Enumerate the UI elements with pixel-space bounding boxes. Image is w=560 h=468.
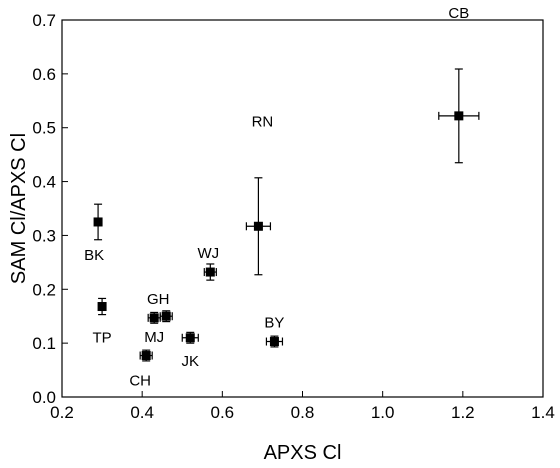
x-axis: 0.2 0.4 0.6 0.8 1.0 1.2 1.4	[50, 391, 555, 422]
y-tick-label: 0.3	[32, 226, 56, 245]
data-point-gh: GH	[147, 291, 173, 323]
square-marker	[253, 221, 263, 231]
square-marker	[185, 333, 195, 343]
point-label: MJ	[144, 329, 164, 346]
x-tick-label: 0.4	[130, 403, 154, 422]
square-marker	[161, 311, 171, 321]
data-point-jk: JK	[182, 331, 200, 370]
data-point-rn: RN	[245, 113, 274, 276]
x-tick-label: 1.4	[531, 403, 555, 422]
x-tick-label: 1.0	[371, 403, 395, 422]
point-label: BY	[264, 315, 284, 332]
point-label: WJ	[197, 245, 219, 262]
plot-border	[61, 19, 544, 398]
point-label: JK	[182, 353, 200, 370]
data-point-ch: CH	[129, 349, 153, 390]
data-point-tp: TP	[92, 297, 112, 347]
square-marker	[205, 267, 215, 277]
data-point-bk: BK	[84, 203, 104, 264]
square-marker	[454, 111, 464, 121]
y-tick-label: 0.4	[32, 173, 56, 192]
y-tick-label: 0.5	[32, 119, 56, 138]
square-marker	[269, 337, 279, 347]
y-axis-title: SAM Cl/APXS Cl	[8, 133, 30, 284]
x-tick-label: 0.6	[211, 403, 235, 422]
data-point-by: BY	[264, 315, 284, 348]
data-point-mj: MJ	[144, 311, 164, 346]
square-marker	[141, 351, 151, 361]
x-tick-label: 1.2	[451, 403, 475, 422]
point-label: CH	[129, 373, 151, 390]
y-tick-label: 0.0	[32, 388, 56, 407]
data-point-wj: WJ	[197, 245, 219, 281]
x-tick-label: 0.8	[291, 403, 315, 422]
square-marker	[93, 217, 103, 227]
x-axis-title: APXS Cl	[264, 442, 342, 464]
point-label: TP	[92, 330, 111, 347]
y-tick-label: 0.6	[32, 65, 56, 84]
point-label: CB	[448, 5, 469, 22]
plot-area	[61, 19, 544, 398]
point-label: RN	[252, 113, 274, 130]
y-axis: 0.0 0.1 0.2 0.3 0.4 0.5 0.6 0.7	[32, 11, 68, 407]
y-tick-label: 0.2	[32, 280, 56, 299]
y-tick-label: 0.7	[32, 11, 56, 30]
y-tick-label: 0.1	[32, 334, 56, 353]
point-label: GH	[147, 291, 170, 308]
point-label: BK	[84, 247, 104, 264]
data-point-cb: CB	[438, 5, 480, 164]
square-marker	[97, 302, 107, 312]
x-tick-label: 0.2	[50, 403, 74, 422]
square-marker	[149, 313, 159, 323]
data-points: BK TP CH MJ GH JK WJ RN BY CB	[84, 5, 480, 390]
